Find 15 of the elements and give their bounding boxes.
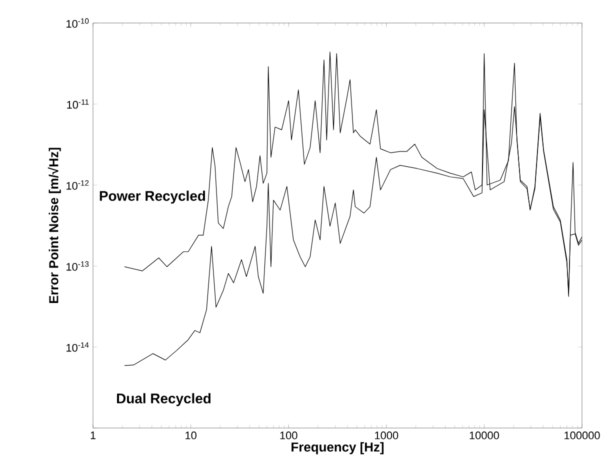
y-axis-title: Error Point Noise [m/√Hz] <box>48 148 61 304</box>
x-tick-label: 100 <box>280 432 298 440</box>
y-tick-label: 10$^{-13}$ <box>66 261 89 271</box>
y-tick-label: 10$^{-10}$ <box>66 18 89 28</box>
y-tick-label: 10$^{-12}$ <box>66 180 89 190</box>
x-tick-label: 10000 <box>470 432 499 440</box>
text: Dual Recycled <box>117 393 210 406</box>
x-tick-label: 10 <box>186 432 196 440</box>
y-tick-label: 10$^{-14}$ <box>66 342 89 352</box>
x-axis-title: Frequency [Hz] <box>292 442 384 454</box>
y-tick-label: 10$^{-11}$ <box>67 99 89 109</box>
x-tick-label: 100000 <box>564 432 600 440</box>
series-label: Power Recycled <box>100 190 206 204</box>
x-tick-label: 1 <box>90 432 96 440</box>
x-tick-label: 1000 <box>375 432 398 440</box>
